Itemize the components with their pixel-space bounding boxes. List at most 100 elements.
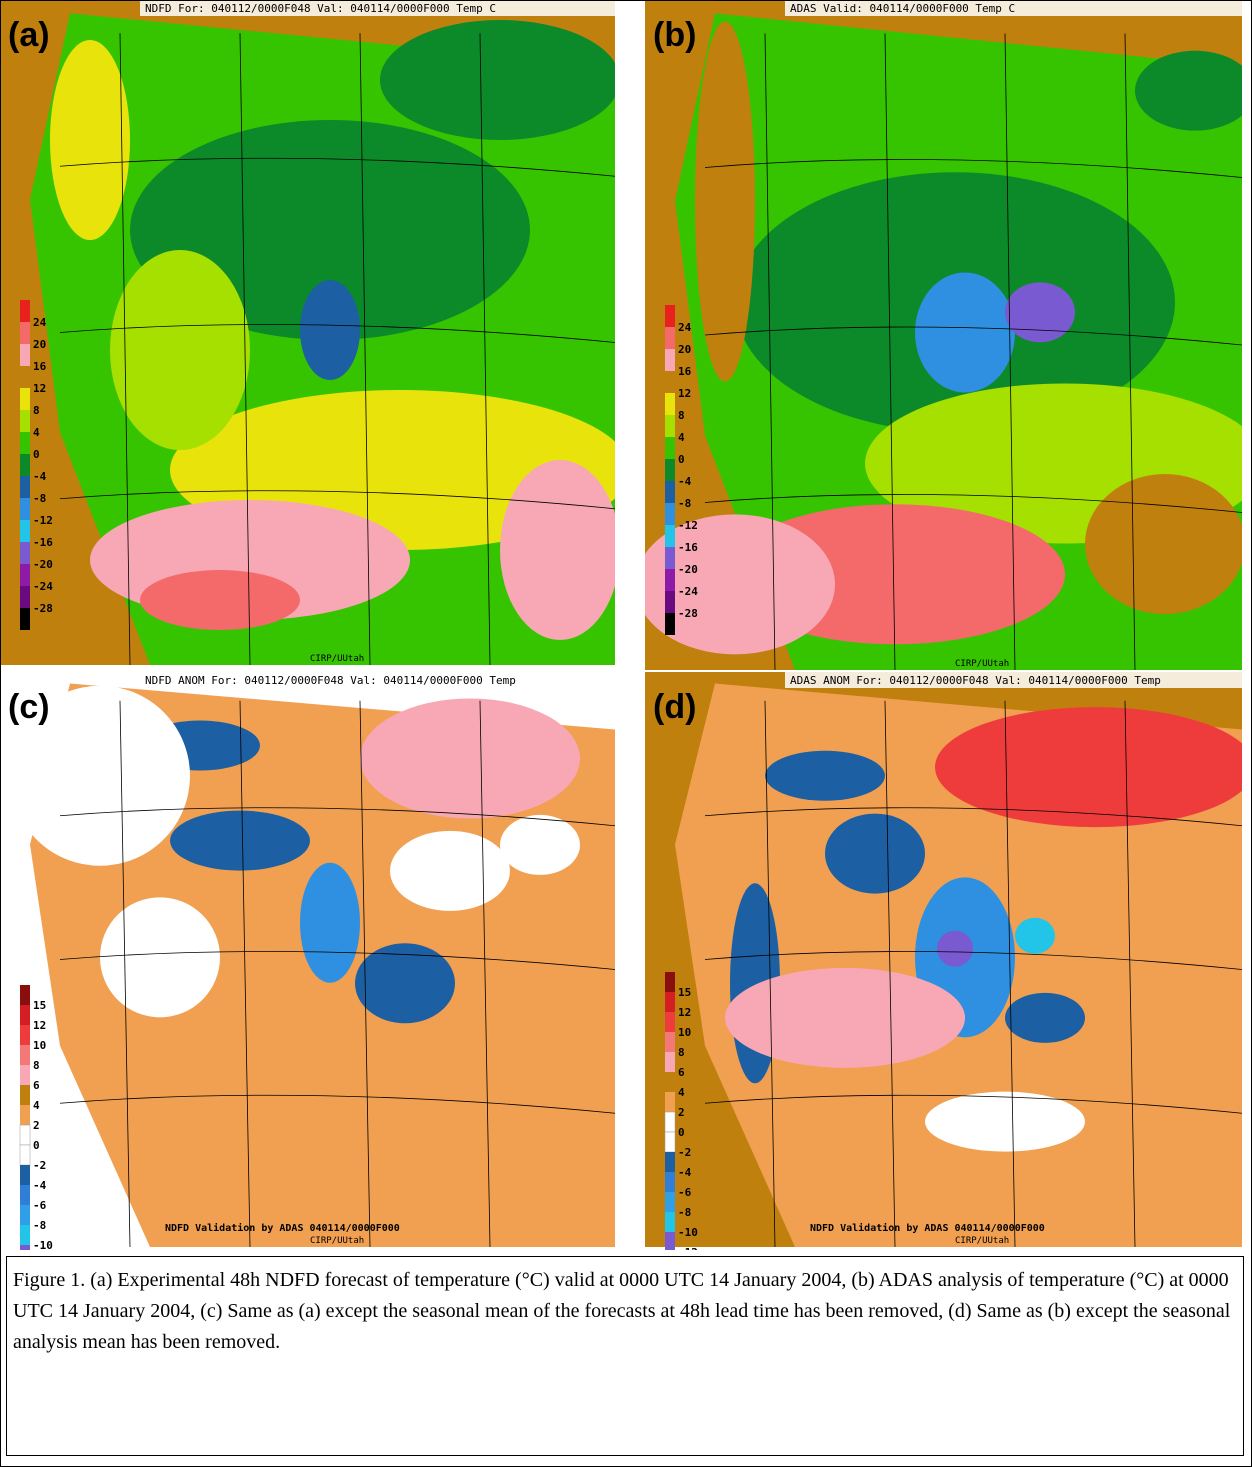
colorbar-label: -4 [678,1166,692,1179]
map-panel: NDFD ANOM For: 040112/0000F048 Val: 0401… [0,672,615,1250]
map-region [695,22,755,382]
colorbar-swatch [665,1052,675,1072]
colorbar-swatch [20,1225,30,1245]
colorbar-swatch [20,410,30,432]
colorbar-swatch [20,542,30,564]
colorbar-label: -4 [678,475,692,488]
colorbar-label: 24 [678,321,692,334]
map-region [1005,282,1075,342]
colorbar-swatch [665,437,675,459]
colorbar-label: 8 [678,409,685,422]
colorbar-swatch [665,1032,675,1052]
colorbar-label: -6 [33,1199,47,1212]
map-region [500,815,580,875]
colorbar-label: 16 [678,365,692,378]
colorbar-swatch [665,613,675,635]
colorbar-swatch [20,366,30,388]
colorbar-swatch [20,388,30,410]
colorbar-swatch [665,481,675,503]
colorbar-swatch [20,1105,30,1125]
colorbar-swatch [665,371,675,393]
colorbar-swatch [665,547,675,569]
colorbar-label: 4 [33,1099,40,1112]
map [0,672,615,1247]
colorbar-swatch [665,569,675,591]
colorbar-swatch [665,459,675,481]
colorbar-swatch [20,1205,30,1225]
colorbar-label: -8 [33,492,46,505]
colorbar-label: -10 [33,1239,53,1250]
panel-header: ADAS ANOM For: 040112/0000F048 Val: 0401… [790,674,1161,687]
map-panel: ADAS ANOM For: 040112/0000F048 Val: 0401… [645,672,1252,1250]
colorbar-swatch [665,1192,675,1212]
colorbar-swatch [665,525,675,547]
map-region [100,897,220,1017]
validation-note: NDFD Validation by ADAS 040114/0000F000 [165,1222,400,1234]
colorbar-label: -20 [678,563,698,576]
colorbar-label: 0 [678,1126,685,1139]
validation-note: NDFD Validation by ADAS 040114/0000F000 [810,1222,1045,1234]
colorbar-swatch [20,300,30,322]
map-region [360,698,580,818]
map-region [110,250,250,450]
colorbar-swatch [20,1005,30,1025]
map [645,672,1252,1247]
colorbar-label: 2 [33,1119,40,1132]
map-region [765,751,885,801]
map-region [500,460,620,640]
panel-header: NDFD ANOM For: 040112/0000F048 Val: 0401… [145,674,516,687]
map-region [725,968,965,1068]
colorbar-swatch [665,1152,675,1172]
credit: CIRP/UUtah [955,659,1009,669]
colorbar-swatch [20,498,30,520]
colorbar-swatch [20,454,30,476]
colorbar-swatch [665,1012,675,1032]
colorbar-label: 6 [678,1066,685,1079]
colorbar-label: 4 [678,1086,685,1099]
colorbar-swatch [20,344,30,366]
colorbar-swatch [665,1132,675,1152]
colorbar-label: -12 [33,514,53,527]
colorbar-label: 12 [33,382,46,395]
colorbar-label: -12 [678,519,698,532]
colorbar-swatch [20,1045,30,1065]
colorbar-swatch [20,985,30,1005]
map-region [1015,918,1055,954]
colorbar-swatch [665,393,675,415]
colorbar-label: -4 [33,1179,47,1192]
colorbar-label: -24 [678,585,698,598]
colorbar-label: -24 [33,580,53,593]
colorbar-label: 0 [33,1139,40,1152]
panel-label: (a) [8,16,50,54]
colorbar-swatch [20,1245,30,1250]
colorbar-label: -8 [678,1206,691,1219]
map-region [1085,474,1245,614]
colorbar-label: 20 [33,338,46,351]
colorbar-label: 8 [33,1059,40,1072]
map-region [937,931,973,967]
map-panel: ADAS Valid: 040114/0000F000 Temp C(b)242… [635,0,1252,670]
colorbar-label: 6 [33,1079,40,1092]
colorbar-swatch [20,432,30,454]
map-region [390,831,510,911]
colorbar-label: -10 [678,1226,698,1239]
panel-label: (d) [653,688,696,726]
caption: Figure 1. (a) Experimental 48h NDFD fore… [6,1256,1244,1456]
colorbar-swatch [665,1112,675,1132]
colorbar-swatch [20,586,30,608]
credit: CIRP/UUtah [310,1236,364,1246]
map-region [825,814,925,894]
colorbar-label: 8 [678,1046,685,1059]
colorbar-swatch [20,1065,30,1085]
colorbar-swatch [665,1212,675,1232]
colorbar-swatch [665,305,675,327]
colorbar-label: 2 [678,1106,685,1119]
map-region [140,570,300,630]
colorbar-swatch [665,992,675,1012]
colorbar-label: 0 [678,453,685,466]
colorbar-label: 15 [678,986,691,999]
credit: CIRP/UUtah [955,1236,1009,1246]
colorbar-label: 8 [33,404,40,417]
panel-label: (c) [8,688,50,726]
colorbar-label: -6 [678,1186,692,1199]
